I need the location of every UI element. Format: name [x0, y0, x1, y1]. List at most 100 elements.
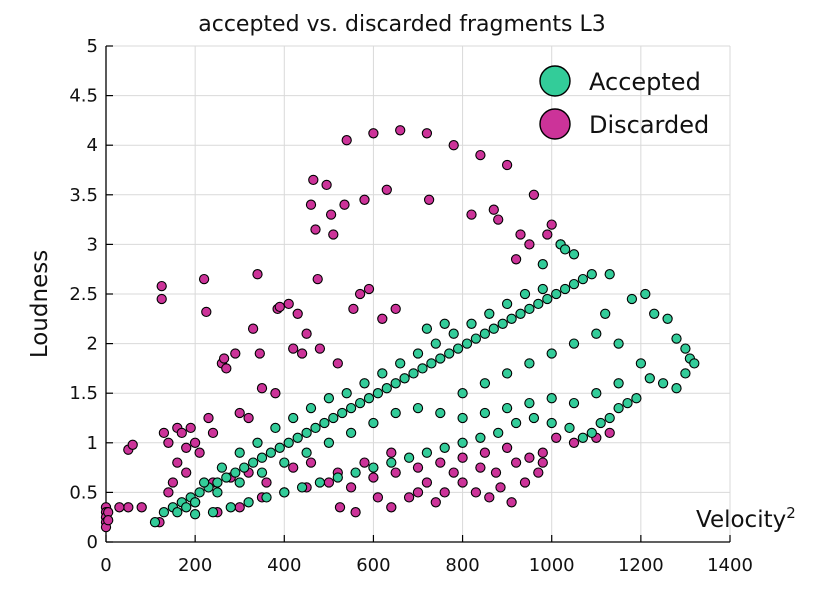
data-point	[622, 397, 633, 409]
data-point	[595, 417, 606, 429]
data-point	[323, 437, 335, 448]
data-point	[270, 388, 281, 399]
data-point	[439, 487, 450, 498]
x-tick-label: 200	[178, 555, 212, 576]
data-point	[189, 437, 201, 448]
data-point	[114, 502, 125, 513]
data-point	[506, 497, 517, 508]
data-point	[350, 467, 361, 478]
data-point	[345, 482, 357, 493]
data-point	[604, 269, 615, 280]
data-point	[341, 135, 352, 146]
data-point	[537, 447, 548, 458]
data-point	[328, 229, 339, 240]
data-point	[586, 427, 597, 439]
data-point	[479, 378, 491, 389]
data-point	[305, 457, 317, 468]
data-point	[591, 388, 602, 399]
data-point	[542, 293, 553, 305]
data-point	[515, 229, 526, 240]
data-point	[542, 229, 553, 240]
data-point	[354, 397, 366, 409]
data-point	[501, 298, 513, 310]
data-point	[546, 348, 557, 359]
y-tick-label: 2	[87, 334, 98, 355]
y-tick-label: 0	[87, 532, 98, 553]
data-point	[626, 293, 638, 305]
data-point	[657, 378, 669, 389]
data-point	[519, 288, 531, 300]
y-tick-label: 3.5	[69, 185, 98, 206]
data-point	[568, 397, 580, 409]
data-point	[256, 452, 268, 463]
data-point	[216, 462, 228, 473]
data-point	[497, 318, 508, 329]
data-point	[488, 204, 499, 215]
data-point	[479, 407, 491, 419]
data-point	[577, 432, 589, 443]
data-point	[680, 343, 691, 354]
data-point	[270, 422, 281, 434]
data-point	[423, 194, 435, 205]
chart-title: accepted vs. discarded fragments L3	[198, 12, 605, 37]
data-point	[586, 269, 597, 280]
data-point	[363, 393, 375, 404]
data-point	[408, 368, 419, 379]
data-point	[279, 487, 290, 498]
data-point	[390, 407, 401, 419]
data-point	[524, 239, 535, 250]
series-accepted	[149, 239, 700, 528]
data-point	[421, 477, 433, 488]
data-point	[386, 502, 397, 513]
data-point	[288, 462, 299, 473]
data-point	[501, 159, 513, 171]
data-point	[399, 373, 410, 384]
data-point	[461, 338, 473, 349]
data-point	[123, 502, 134, 513]
legend-label: Discarded	[589, 111, 709, 139]
data-point	[390, 378, 401, 389]
data-point	[127, 439, 138, 450]
y-tick-label: 4	[87, 135, 98, 156]
data-point	[644, 373, 655, 384]
data-point	[426, 358, 437, 369]
data-point	[662, 313, 673, 324]
data-point	[501, 442, 513, 453]
data-point	[515, 308, 526, 319]
data-point	[339, 199, 350, 210]
x-tick-label: 800	[445, 555, 479, 576]
data-point	[510, 457, 522, 468]
y-tick-label: 4.5	[69, 86, 98, 107]
data-point	[181, 442, 192, 453]
data-point	[218, 353, 230, 364]
data-point	[292, 308, 303, 319]
data-point	[680, 368, 691, 379]
data-point	[470, 333, 482, 344]
data-point	[256, 383, 268, 394]
data-point	[475, 432, 486, 443]
data-point	[689, 358, 700, 369]
data-point	[212, 487, 223, 498]
data-point	[221, 472, 232, 483]
data-point	[368, 462, 379, 473]
data-point	[288, 412, 299, 424]
data-point	[421, 128, 433, 139]
data-point	[403, 452, 415, 463]
y-tick-label: 2.5	[69, 284, 98, 305]
data-point	[435, 353, 446, 364]
data-point	[568, 338, 580, 349]
data-point	[501, 402, 513, 414]
data-point	[221, 363, 232, 374]
data-point	[292, 432, 303, 443]
data-point	[377, 313, 388, 324]
data-point	[283, 298, 294, 310]
y-tick-label: 0.5	[69, 482, 98, 503]
data-point	[448, 328, 459, 339]
data-point	[613, 402, 624, 414]
data-point	[444, 348, 455, 359]
data-point	[207, 427, 219, 439]
x-axis-label-superscript: 2	[786, 504, 796, 522]
data-point	[457, 477, 468, 488]
